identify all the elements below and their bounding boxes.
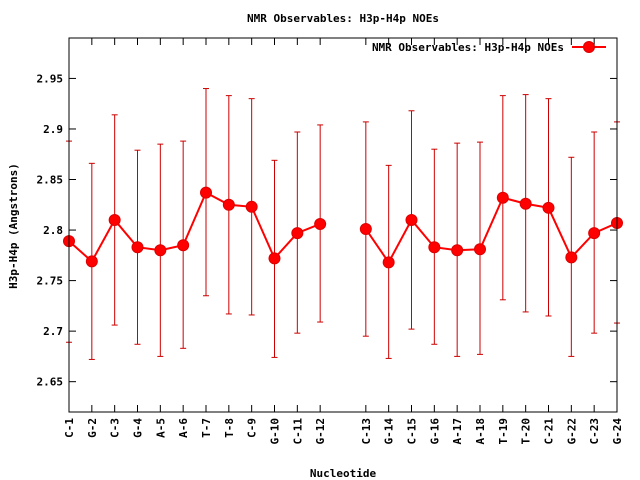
data-point — [519, 197, 532, 210]
data-point — [382, 256, 395, 269]
x-tick-label: G-22 — [565, 418, 578, 445]
legend: NMR Observables: H3p-H4p NOEs — [372, 41, 606, 54]
x-tick-label: T-20 — [520, 418, 533, 445]
y-ticks: 2.65 2.7 2.75 2.8 2.85 2.9 2.95 — [37, 72, 617, 389]
x-axis-label: Nucleotide — [310, 467, 377, 480]
x-tick-label: C-15 — [406, 418, 419, 445]
data-point — [542, 201, 555, 214]
data-point — [131, 241, 144, 254]
data-point — [359, 223, 372, 236]
x-tick-label: C-11 — [291, 418, 304, 445]
data-point — [428, 241, 441, 254]
y-tick-label: 2.75 — [37, 275, 64, 288]
x-tick-label: G-12 — [314, 418, 327, 445]
x-tick-label: G-16 — [428, 418, 441, 445]
legend-label: NMR Observables: H3p-H4p NOEs — [372, 41, 564, 54]
data-point — [405, 213, 418, 226]
x-tick-label: C-1 — [63, 418, 76, 438]
legend-marker — [583, 41, 595, 53]
data-point — [268, 252, 281, 265]
x-tick-label: A-6 — [177, 418, 190, 438]
x-tick-label: A-5 — [154, 418, 167, 438]
x-tick-label: T-7 — [200, 418, 213, 438]
chart-title: NMR Observables: H3p-H4p NOEs — [247, 12, 439, 25]
data-point — [222, 198, 235, 211]
data-point — [291, 227, 304, 240]
data-point — [108, 213, 121, 226]
x-ticks: C-1 G-2 C-3 G-4 A-5 A-6 T-7 T-8 C-9 G-10 C-11 G-12 C… — [63, 38, 624, 445]
x-tick-label: G-14 — [383, 418, 396, 445]
data-point — [314, 217, 327, 230]
x-tick-label: G-24 — [611, 418, 624, 445]
x-tick-label: A-17 — [451, 418, 464, 445]
x-tick-label: C-9 — [246, 418, 259, 438]
y-axis-label: H3p-H4p (Angstrons) — [7, 163, 20, 289]
series-line — [365, 196, 618, 265]
x-tick-label: T-19 — [497, 418, 510, 445]
data-point — [474, 243, 486, 256]
y-tick-label: 2.8 — [43, 224, 63, 237]
y-tick-label: 2.9 — [43, 123, 63, 136]
x-tick-label: C-21 — [543, 418, 556, 445]
y-tick-label: 2.85 — [37, 174, 64, 187]
data-point — [154, 244, 167, 257]
x-tick-label: G-10 — [269, 418, 282, 445]
y-tick-label: 2.65 — [37, 376, 64, 389]
plot-frame — [68, 37, 618, 413]
series-line — [68, 191, 321, 263]
x-tick-label: C-3 — [109, 418, 122, 438]
data-point — [85, 255, 98, 268]
data-point — [496, 191, 509, 204]
x-tick-label: C-23 — [588, 418, 601, 445]
y-tick-label: 2.7 — [43, 325, 63, 338]
x-tick-label: G-2 — [86, 418, 99, 438]
data-point — [177, 239, 190, 252]
series-layer — [63, 88, 623, 360]
x-tick-label: A-18 — [474, 418, 487, 445]
data-point — [588, 227, 601, 240]
data-point — [565, 251, 578, 264]
y-tick-label: 2.95 — [37, 72, 64, 85]
data-point — [451, 244, 464, 257]
x-tick-label: C-13 — [360, 418, 373, 445]
x-tick-label: G-4 — [132, 418, 145, 438]
x-tick-label: T-8 — [223, 418, 236, 438]
data-point — [200, 186, 212, 199]
data-point — [245, 200, 258, 213]
